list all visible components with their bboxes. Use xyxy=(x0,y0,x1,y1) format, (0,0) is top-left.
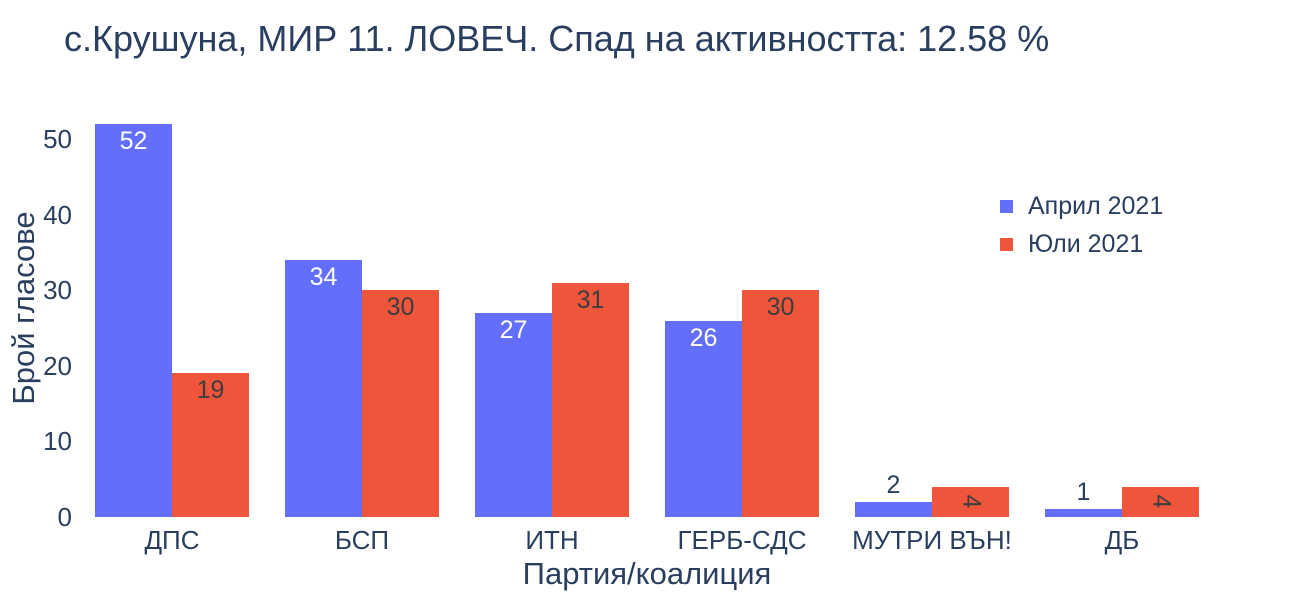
bar: 26 xyxy=(665,320,742,517)
legend-marker-july-2021-icon xyxy=(1000,237,1013,251)
bar-value-label: 4 xyxy=(957,494,985,509)
plot-area: 52 19 34 30 27 31 26 30 2 4 1 4 xyxy=(77,100,1217,517)
y-tick-label: 30 xyxy=(43,275,72,306)
x-tick-label: ИТН xyxy=(525,525,579,555)
bar: 4 xyxy=(932,486,1009,517)
y-tick-label: 50 xyxy=(43,124,72,155)
bar: 30 xyxy=(742,290,819,517)
y-tick-label: 0 xyxy=(57,502,72,532)
bar-value-label: 4 xyxy=(1147,494,1175,509)
bar: 19 xyxy=(172,373,249,517)
legend-item-july-2021[interactable]: Юли 2021 xyxy=(1000,230,1163,258)
bar-value-label: 1 xyxy=(1076,478,1091,507)
bar-value-label: 2 xyxy=(886,470,901,499)
bar-value-label: 30 xyxy=(386,293,415,322)
bar: 31 xyxy=(552,282,629,517)
x-tick-label: ДБ xyxy=(1104,525,1140,555)
y-tick-label: 20 xyxy=(43,350,72,381)
bar-value-label: 26 xyxy=(689,323,718,352)
chart-title: с.Крушуна, МИР 11. ЛОВЕЧ. Спад на активн… xyxy=(64,18,1050,59)
legend-marker-april-2021-icon xyxy=(1000,199,1013,213)
bar: 4 xyxy=(1122,486,1199,517)
x-tick-label: МУТРИ ВЪН! xyxy=(852,525,1012,555)
x-tick-label: БСП xyxy=(334,525,390,555)
bar-value-label: 30 xyxy=(766,293,795,322)
x-tick-label: ГЕРБ-СДС xyxy=(677,525,807,555)
x-tick-label: ДПС xyxy=(144,525,200,555)
legend-item-april-2021[interactable]: Април 2021 xyxy=(1000,192,1163,220)
bar: 30 xyxy=(362,290,439,517)
bar: 34 xyxy=(285,260,362,517)
bar xyxy=(855,501,932,517)
legend-label: Юли 2021 xyxy=(1028,229,1144,258)
y-tick-label: 40 xyxy=(43,199,72,230)
bar: 27 xyxy=(475,313,552,517)
legend-label: Април 2021 xyxy=(1028,191,1164,220)
bar-value-label: 31 xyxy=(576,285,605,314)
bar xyxy=(1045,509,1122,517)
bar-value-label: 27 xyxy=(499,316,528,345)
y-tick-label: 10 xyxy=(43,426,72,457)
bar-value-label: 52 xyxy=(119,127,148,156)
x-axis-title: Партия/коалиция xyxy=(522,556,772,591)
legend: Април 2021 Юли 2021 xyxy=(1000,192,1163,268)
bar-value-label: 34 xyxy=(309,263,338,292)
bar-value-label: 19 xyxy=(196,376,225,405)
bar: 52 xyxy=(95,124,172,517)
